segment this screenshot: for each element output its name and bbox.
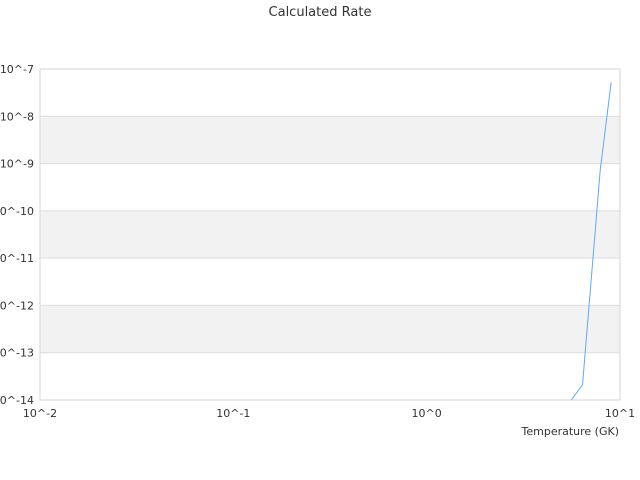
y-tick-label: 10^-13 [0, 347, 34, 360]
grid-band [40, 210, 620, 259]
y-tick-label: 10^-14 [0, 394, 34, 407]
grid-band [40, 305, 620, 353]
x-tick-label: 10^-1 [216, 407, 250, 420]
y-tick-label: 10^-7 [0, 63, 34, 76]
plot-border [39, 68, 621, 401]
x-tick-label: 10^-2 [23, 407, 57, 420]
y-tick-label: 10^-11 [0, 252, 34, 265]
x-tick-label: 10^1 [605, 407, 635, 420]
grid-band [40, 116, 620, 164]
y-tick-label: 10^-10 [0, 205, 34, 218]
y-tick-label: 10^-8 [0, 110, 34, 123]
y-tick-label: 10^-12 [0, 299, 34, 312]
x-tick-label: 10^0 [412, 407, 442, 420]
series-line [570, 82, 612, 401]
x-axis-label: Temperature (GK) [521, 425, 620, 438]
chart-title: Calculated Rate [269, 5, 372, 20]
y-tick-label: 10^-9 [0, 158, 34, 171]
